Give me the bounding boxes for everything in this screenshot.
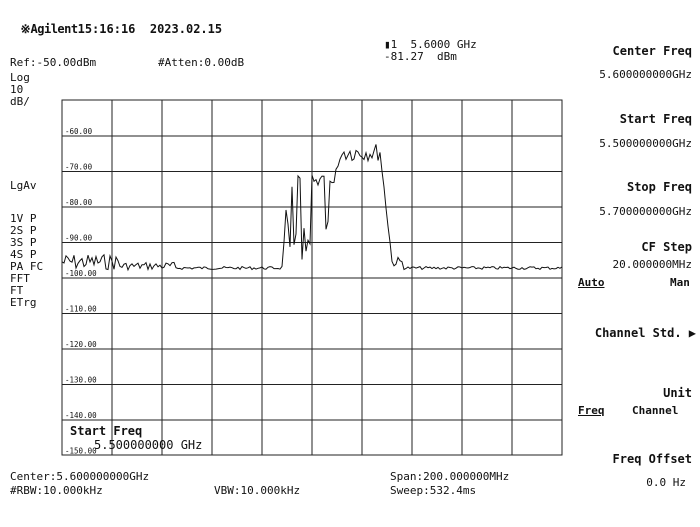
amplitude-tick-label: -60.00 bbox=[65, 127, 93, 136]
scale-mode-label: Log bbox=[10, 71, 30, 84]
graticule bbox=[61, 99, 563, 456]
title-bar: ※Agilent15:16:16 2023.02.15 bbox=[6, 8, 222, 36]
freq-offset-value: 0.0 Hz bbox=[646, 476, 686, 489]
center-freq-softkey[interactable]: Center Freq bbox=[612, 44, 692, 58]
span-label: Span:200.000000MHz bbox=[390, 470, 510, 483]
marker-level-label: -81.27 dBm bbox=[384, 50, 457, 63]
amplitude-tick-label: -100.00 bbox=[65, 269, 97, 278]
freq-offset-softkey[interactable]: Freq Offset bbox=[612, 452, 692, 466]
datetime-label: 15:16:16 2023.02.15 bbox=[77, 22, 223, 36]
unit-freq-option[interactable]: Freq bbox=[578, 404, 605, 417]
amplitude-tick-label: -140.00 bbox=[65, 411, 97, 420]
flag-1: 1V P bbox=[10, 212, 37, 225]
amplitude-tick-label: -80.00 bbox=[65, 198, 93, 207]
cf-step-auto-option[interactable]: Auto bbox=[578, 276, 605, 289]
cf-step-softkey[interactable]: CF Step bbox=[641, 240, 692, 254]
flag-5: PA FC bbox=[10, 260, 44, 273]
spectrum-trace bbox=[61, 144, 563, 272]
marker-frequency-label: ▮1 5.6000 GHz bbox=[384, 38, 477, 51]
stop-freq-value: 5.700000000GHz bbox=[599, 205, 692, 218]
cf-step-man-option[interactable]: Man bbox=[670, 276, 690, 289]
active-function-value: 5.500000000 GHz bbox=[94, 438, 203, 452]
start-freq-softkey[interactable]: Start Freq bbox=[619, 112, 692, 126]
flag-8: ETrg bbox=[10, 296, 37, 309]
unit-channel-option[interactable]: Channel bbox=[632, 404, 679, 417]
amplitude-tick-label: -120.00 bbox=[65, 340, 97, 349]
flag-6: FFT bbox=[10, 272, 30, 285]
center-freq-value: 5.600000000GHz bbox=[599, 68, 692, 81]
sunburst-icon: ※ bbox=[20, 22, 31, 36]
stop-freq-softkey[interactable]: Stop Freq bbox=[626, 180, 692, 194]
amplitude-tick-label: -150.00 bbox=[65, 447, 97, 456]
amplitude-tick-labels: -60.00 -70.00 -80.00 -90.00 -100.00 -110.00 -1… bbox=[65, 127, 97, 456]
unit-softkey-label[interactable]: Unit bbox=[663, 386, 692, 400]
cf-step-value: 20.000000MHz bbox=[612, 258, 692, 271]
rbw-label: #RBW:10.000kHz bbox=[10, 484, 103, 497]
attenuation-label: #Atten:0.00dB bbox=[158, 56, 245, 69]
brand-label: Agilent bbox=[30, 22, 79, 36]
graticule-horizontal-lines bbox=[62, 135, 562, 421]
channel-std-softkey[interactable]: Channel Std. ▶ bbox=[594, 326, 696, 340]
start-freq-value: 5.500000000GHz bbox=[599, 137, 692, 150]
active-function-title: Start Freq bbox=[70, 424, 143, 438]
scale-unit-label: dB/ bbox=[10, 95, 30, 108]
sweep-label: Sweep:532.4ms bbox=[390, 484, 477, 497]
flag-2: 2S P bbox=[10, 224, 37, 237]
flag-4: 4S P bbox=[10, 248, 37, 261]
vbw-label: VBW:10.000kHz bbox=[214, 484, 301, 497]
amplitude-tick-label: -70.00 bbox=[65, 163, 93, 172]
flag-7: FT bbox=[10, 284, 24, 297]
flag-3: 3S P bbox=[10, 236, 37, 249]
amplitude-tick-label: -90.00 bbox=[65, 234, 93, 243]
average-type-label: LgAv bbox=[10, 179, 37, 192]
amplitude-tick-label: -110.00 bbox=[65, 305, 97, 314]
ref-level-label: Ref:-50.00dBm bbox=[10, 56, 97, 69]
amplitude-tick-label: -130.00 bbox=[65, 376, 97, 385]
scale-div-label: 10 bbox=[10, 83, 24, 96]
center-frequency-label: Center:5.600000000GHz bbox=[10, 470, 150, 483]
